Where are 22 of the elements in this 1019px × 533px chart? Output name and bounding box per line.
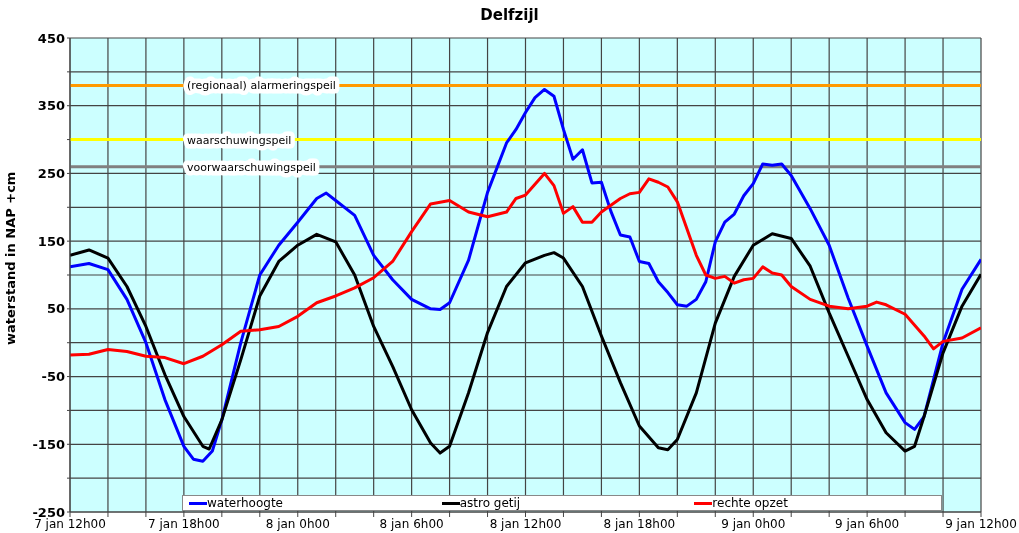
y-tick-label: 150 — [37, 233, 65, 249]
y-tick-label: 350 — [37, 98, 65, 114]
x-tick-label: 8 jan 0h00 — [265, 516, 330, 531]
y-tick-label: -50 — [41, 369, 65, 385]
x-tick-label: 7 jan 18h00 — [148, 516, 220, 531]
chart-title: Delfzijl — [479, 6, 540, 24]
y-axis-title: waterstand in NAP +cm — [2, 171, 18, 345]
x-tick-label: 9 jan 12h00 — [945, 516, 1017, 531]
x-tick-label: 9 jan 0h00 — [721, 516, 786, 531]
y-tick-label: 50 — [46, 301, 65, 317]
x-tick-label: 8 jan 18h00 — [603, 516, 676, 531]
legend-label: waterhoogte — [207, 496, 283, 510]
legend-label: rechte opzet — [712, 496, 788, 510]
y-tick-label: 250 — [37, 166, 65, 182]
x-tick-label: 8 jan 6h00 — [379, 516, 444, 531]
y-tick-label: -150 — [32, 436, 65, 452]
x-tick-label: 7 jan 12h00 — [34, 516, 106, 531]
y-tick-label: 450 — [37, 30, 65, 46]
legend-label: astro getij — [459, 496, 521, 510]
ref-line-label: voorwaarschuwingspeil — [187, 160, 316, 174]
x-tick-label: 8 jan 12h00 — [489, 516, 562, 531]
x-tick-label: 9 jan 6h00 — [835, 516, 900, 531]
